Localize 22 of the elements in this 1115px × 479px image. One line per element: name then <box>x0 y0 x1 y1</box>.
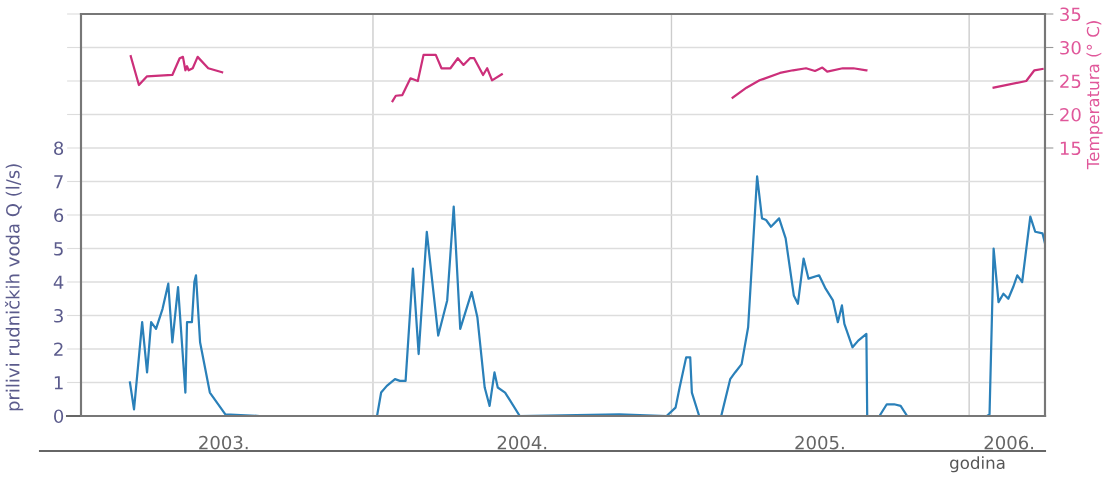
y-axis-title: prilivi rudničkih voda Q (l/s) <box>4 164 24 411</box>
x-tick-label: 2004. <box>497 435 547 450</box>
y2-tick-label: 15 <box>1060 141 1081 156</box>
y2-axis-title: Temperatura (° C) <box>1086 21 1103 170</box>
y-tick-label: 5 <box>54 242 63 256</box>
y2-tick-label: 20 <box>1060 107 1081 122</box>
y-tick-label: 1 <box>54 376 63 390</box>
y-tick-label: 8 <box>54 141 64 156</box>
x-tick-label: 2006. <box>984 435 1034 450</box>
y-tick-label: 7 <box>54 175 63 189</box>
y-tick-label: 2 <box>54 342 63 356</box>
x-axis-title: godina <box>950 456 1005 473</box>
line-series <box>128 175 1045 416</box>
x-tick-label: 2003. <box>199 435 248 450</box>
y-tick-label: 3 <box>54 308 63 323</box>
y-tick-label: 4 <box>53 275 64 289</box>
x-tick-label: 2005. <box>795 435 844 450</box>
y2-tick-label: 25 <box>1060 74 1081 89</box>
y-tick-label: 0 <box>54 409 64 424</box>
y-tick-label: 6 <box>54 208 64 223</box>
y2-tick-label: 35 <box>1060 7 1081 22</box>
y2-tick-label: 30 <box>1060 40 1081 55</box>
